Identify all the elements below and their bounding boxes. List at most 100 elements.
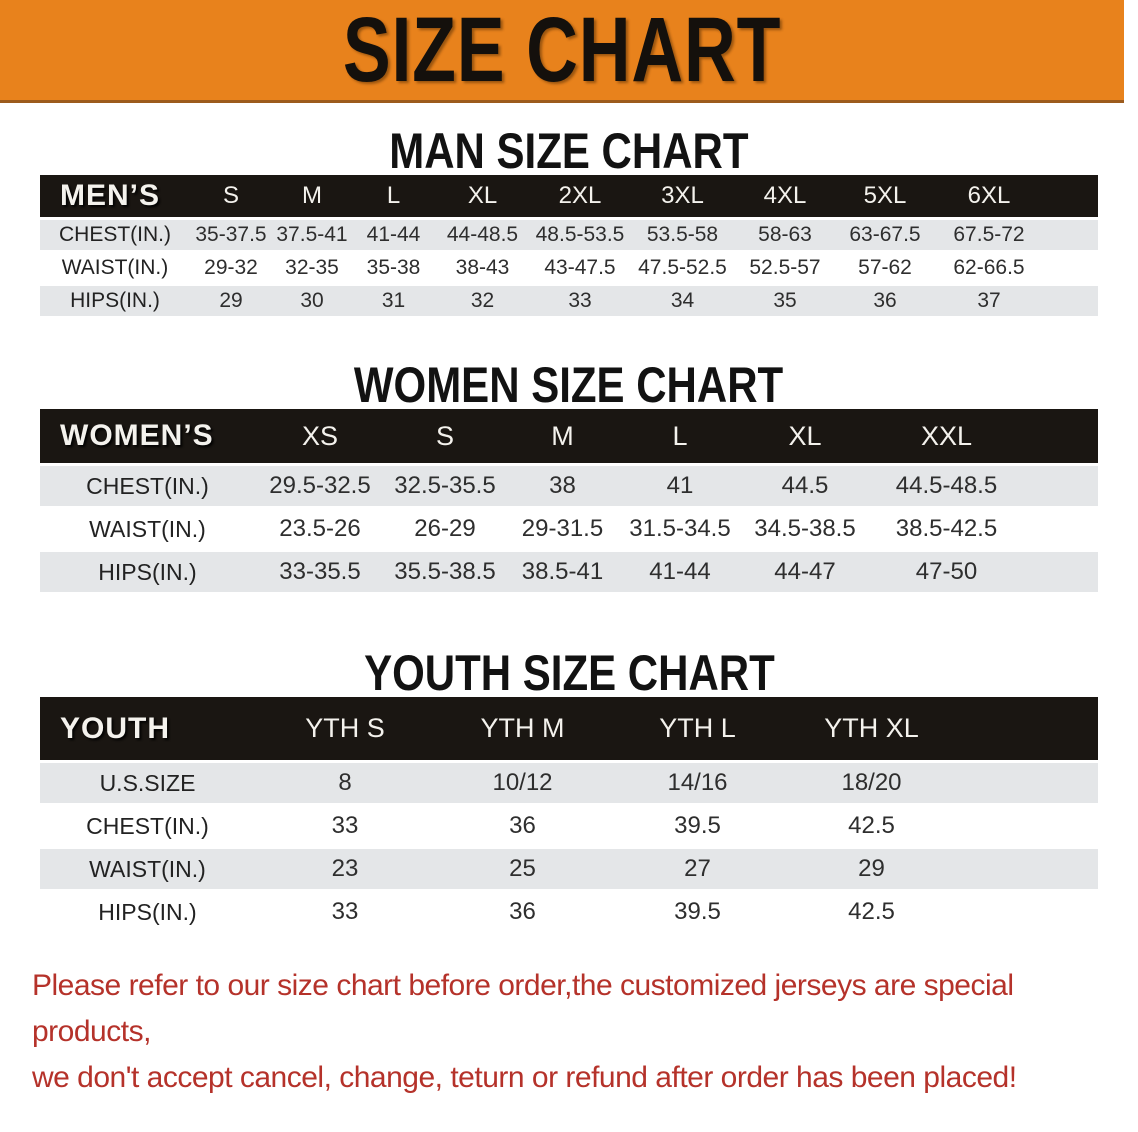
size-value-cell: 29.5-32.5 xyxy=(255,464,385,509)
size-value-cell: 23 xyxy=(255,847,435,892)
men-waist-row: WAIST(IN.) 29-32 32-35 35-38 38-43 43-47… xyxy=(40,251,1098,286)
size-value-cell: 44.5-48.5 xyxy=(870,464,1098,509)
size-value-cell: 23.5-26 xyxy=(255,507,385,552)
row-label: CHEST(IN.) xyxy=(40,804,255,849)
youth-size-chart-title: YOUTH SIZE CHART xyxy=(363,645,775,701)
youth-ussize-row: U.S.SIZE 8 10/12 14/16 18/20 xyxy=(40,761,1098,806)
size-value-cell: 42.5 xyxy=(785,890,1098,935)
size-value-cell: 34 xyxy=(630,284,735,319)
size-value-cell: 34.5-38.5 xyxy=(740,507,870,552)
youth-size-header-s: YTH S xyxy=(255,697,435,763)
row-label: WAIST(IN.) xyxy=(40,847,255,892)
women-header-label: WOMEN’S xyxy=(40,409,255,466)
women-size-header-xl: XL xyxy=(740,409,870,466)
size-value-cell: 58-63 xyxy=(735,218,835,253)
youth-waist-row: WAIST(IN.) 23 25 27 29 xyxy=(40,847,1098,892)
size-value-cell: 44-48.5 xyxy=(435,218,530,253)
women-header-row: WOMEN’S XS S M L XL XXL xyxy=(40,409,1098,466)
men-size-header-3xl: 3XL xyxy=(630,175,735,220)
youth-size-header-xl: YTH XL xyxy=(785,697,1098,763)
women-size-header-m: M xyxy=(505,409,620,466)
women-size-header-xs: XS xyxy=(255,409,385,466)
size-value-cell: 29-31.5 xyxy=(505,507,620,552)
youth-header-label: YOUTH xyxy=(40,697,255,763)
size-value-cell: 38-43 xyxy=(435,251,530,286)
women-size-header-xxl: XXL xyxy=(870,409,1098,466)
size-value-cell: 36 xyxy=(435,804,610,849)
size-value-cell: 37 xyxy=(935,284,1098,319)
row-label: HIPS(IN.) xyxy=(40,890,255,935)
size-value-cell: 44.5 xyxy=(740,464,870,509)
size-chart-banner: SIZE CHART xyxy=(0,0,1124,103)
men-size-header-xl: XL xyxy=(435,175,530,220)
size-value-cell: 47.5-52.5 xyxy=(630,251,735,286)
men-header-label: MEN’S xyxy=(40,175,190,220)
size-value-cell: 41-44 xyxy=(352,218,435,253)
size-value-cell: 39.5 xyxy=(610,804,785,849)
men-size-header-s: S xyxy=(190,175,272,220)
size-value-cell: 31 xyxy=(352,284,435,319)
women-size-table: WOMEN’S XS S M L XL XXL CHEST(IN.) 29.5-… xyxy=(40,409,1098,595)
size-value-cell: 44-47 xyxy=(740,550,870,595)
size-value-cell: 25 xyxy=(435,847,610,892)
youth-hips-row: HIPS(IN.) 33 36 39.5 42.5 xyxy=(40,890,1098,935)
size-value-cell: 18/20 xyxy=(785,761,1098,806)
row-label: WAIST(IN.) xyxy=(40,251,190,286)
size-value-cell: 42.5 xyxy=(785,804,1098,849)
size-value-cell: 47-50 xyxy=(870,550,1098,595)
women-hips-row: HIPS(IN.) 33-35.5 35.5-38.5 38.5-41 41-4… xyxy=(40,550,1098,595)
size-value-cell: 33-35.5 xyxy=(255,550,385,595)
row-label: HIPS(IN.) xyxy=(40,284,190,319)
size-value-cell: 32.5-35.5 xyxy=(385,464,505,509)
size-value-cell: 62-66.5 xyxy=(935,251,1098,286)
size-value-cell: 10/12 xyxy=(435,761,610,806)
size-value-cell: 33 xyxy=(255,890,435,935)
size-value-cell: 52.5-57 xyxy=(735,251,835,286)
women-size-chart-title: WOMEN SIZE CHART xyxy=(354,357,784,413)
men-size-header-2xl: 2XL xyxy=(530,175,630,220)
men-size-table: MEN’S S M L XL 2XL 3XL 4XL 5XL 6XL CHEST… xyxy=(40,175,1098,319)
size-value-cell: 37.5-41 xyxy=(272,218,352,253)
women-size-header-s: S xyxy=(385,409,505,466)
size-value-cell: 26-29 xyxy=(385,507,505,552)
size-value-cell: 63-67.5 xyxy=(835,218,935,253)
size-value-cell: 35-38 xyxy=(352,251,435,286)
row-label: U.S.SIZE xyxy=(40,761,255,806)
row-label: HIPS(IN.) xyxy=(40,550,255,595)
size-value-cell: 31.5-34.5 xyxy=(620,507,740,552)
size-value-cell: 29 xyxy=(190,284,272,319)
men-chest-row: CHEST(IN.) 35-37.5 37.5-41 41-44 44-48.5… xyxy=(40,218,1098,253)
men-size-header-5xl: 5XL xyxy=(835,175,935,220)
size-value-cell: 32 xyxy=(435,284,530,319)
men-hips-row: HIPS(IN.) 29 30 31 32 33 34 35 36 37 xyxy=(40,284,1098,319)
size-value-cell: 36 xyxy=(835,284,935,319)
size-value-cell: 67.5-72 xyxy=(935,218,1098,253)
youth-size-table: YOUTH YTH S YTH M YTH L YTH XL U.S.SIZE … xyxy=(40,697,1098,935)
size-value-cell: 33 xyxy=(530,284,630,319)
size-value-cell: 39.5 xyxy=(610,890,785,935)
size-value-cell: 57-62 xyxy=(835,251,935,286)
disclaimer-line-2: we don't accept cancel, change, teturn o… xyxy=(32,1061,1017,1094)
size-value-cell: 38.5-41 xyxy=(505,550,620,595)
youth-chest-row: CHEST(IN.) 33 36 39.5 42.5 xyxy=(40,804,1098,849)
size-value-cell: 27 xyxy=(610,847,785,892)
size-value-cell: 29-32 xyxy=(190,251,272,286)
women-waist-row: WAIST(IN.) 23.5-26 26-29 29-31.5 31.5-34… xyxy=(40,507,1098,552)
men-header-row: MEN’S S M L XL 2XL 3XL 4XL 5XL 6XL xyxy=(40,175,1098,220)
man-size-chart-title: MAN SIZE CHART xyxy=(389,123,749,179)
size-value-cell: 41-44 xyxy=(620,550,740,595)
men-size-header-m: M xyxy=(272,175,352,220)
size-value-cell: 29 xyxy=(785,847,1098,892)
youth-size-header-m: YTH M xyxy=(435,697,610,763)
size-value-cell: 35-37.5 xyxy=(190,218,272,253)
size-value-cell: 30 xyxy=(272,284,352,319)
disclaimer: Please refer to our size chart before or… xyxy=(0,963,1138,1101)
men-size-header-4xl: 4XL xyxy=(735,175,835,220)
row-label: CHEST(IN.) xyxy=(40,218,190,253)
row-label: CHEST(IN.) xyxy=(40,464,255,509)
youth-header-row: YOUTH YTH S YTH M YTH L YTH XL xyxy=(40,697,1098,763)
row-label: WAIST(IN.) xyxy=(40,507,255,552)
size-value-cell: 35 xyxy=(735,284,835,319)
size-value-cell: 36 xyxy=(435,890,610,935)
